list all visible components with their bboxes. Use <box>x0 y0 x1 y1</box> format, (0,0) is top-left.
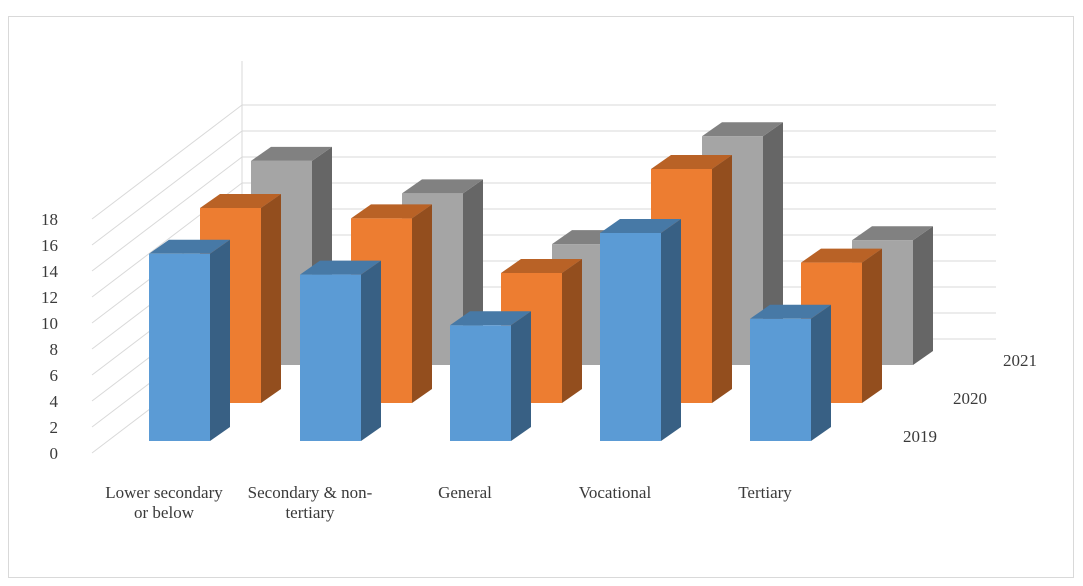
bar-top <box>351 204 432 219</box>
series-label-2021: 2021 <box>1003 351 1037 370</box>
bar-2019-0 <box>149 239 230 441</box>
bar-2019-4 <box>750 304 831 441</box>
bar-side <box>361 260 381 441</box>
y-tick-label: 14 <box>41 262 59 281</box>
bar-top <box>200 194 281 208</box>
y-tick-label: 12 <box>41 288 58 307</box>
bar-top <box>300 260 381 275</box>
category-label-secondary: Secondary & non-tertiary <box>247 483 373 522</box>
gridline-slant <box>91 130 243 246</box>
y-tick-label: 4 <box>50 392 59 411</box>
bar-top <box>600 219 681 233</box>
bar-front <box>750 318 811 441</box>
bar-side <box>862 248 882 403</box>
bar-top <box>402 179 483 194</box>
labels-layer: 0 2 4 6 8 10 12 14 16 18 2019 2020 2021 <box>41 210 1037 463</box>
bar-top <box>501 259 582 273</box>
bar-side <box>261 194 281 403</box>
bar-side <box>511 311 531 441</box>
y-tick-label: 2 <box>50 418 59 437</box>
y-tick-label: 10 <box>41 314 58 333</box>
bar-side <box>661 219 681 441</box>
bar-2019-3 <box>600 219 681 441</box>
bar-top <box>702 122 783 137</box>
bar-top <box>450 311 531 326</box>
bar-top <box>750 304 831 319</box>
bar-2020-1 <box>351 204 432 403</box>
bar-2019-1 <box>300 260 381 441</box>
y-tick-label: 16 <box>41 236 58 255</box>
y-tick-label: 6 <box>50 366 59 385</box>
bar-front <box>450 325 511 441</box>
y-tick-label: 18 <box>41 210 58 229</box>
bar-front <box>600 233 661 441</box>
y-tick-label: 0 <box>50 444 59 463</box>
bar-side <box>712 155 732 403</box>
bar-side <box>913 226 933 365</box>
bar-top <box>651 155 732 169</box>
bar-side <box>763 122 783 365</box>
bars-layer <box>149 122 933 441</box>
category-label-tertiary: Tertiary <box>738 483 792 502</box>
y-tick-label: 8 <box>50 340 59 359</box>
series-label-2019: 2019 <box>903 427 937 446</box>
category-label-general: General <box>438 483 492 502</box>
gridline-slant <box>91 104 243 220</box>
bar-side <box>562 259 582 403</box>
gridline-slant <box>91 156 243 272</box>
bar-side <box>811 304 831 441</box>
bar-top <box>852 226 933 241</box>
bar-2019-2 <box>450 311 531 441</box>
category-label-lower-secondary: Lower secondary or below <box>105 483 223 522</box>
category-label-vocational: Vocational <box>578 483 652 502</box>
bar-front <box>300 274 361 441</box>
bar-top <box>801 248 882 263</box>
series-label-2020: 2020 <box>953 389 987 408</box>
bar-top <box>149 239 230 254</box>
bar-side <box>210 239 230 441</box>
bar-side <box>412 204 432 403</box>
bar-top <box>251 146 332 161</box>
bar-front <box>149 253 210 441</box>
